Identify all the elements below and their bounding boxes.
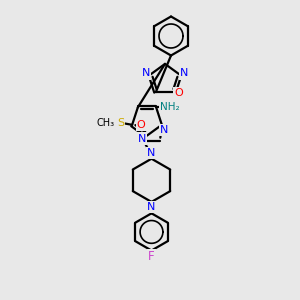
Text: N: N <box>147 148 156 158</box>
Text: O: O <box>137 120 146 130</box>
Text: N: N <box>180 68 188 79</box>
Text: N: N <box>142 68 150 79</box>
Text: F: F <box>148 250 155 263</box>
Text: CH₃: CH₃ <box>97 118 115 128</box>
Text: N: N <box>147 202 156 212</box>
Text: S: S <box>117 118 124 128</box>
Text: N: N <box>160 125 168 135</box>
Text: O: O <box>174 88 183 98</box>
Text: N: N <box>137 134 146 144</box>
Text: NH₂: NH₂ <box>160 102 180 112</box>
